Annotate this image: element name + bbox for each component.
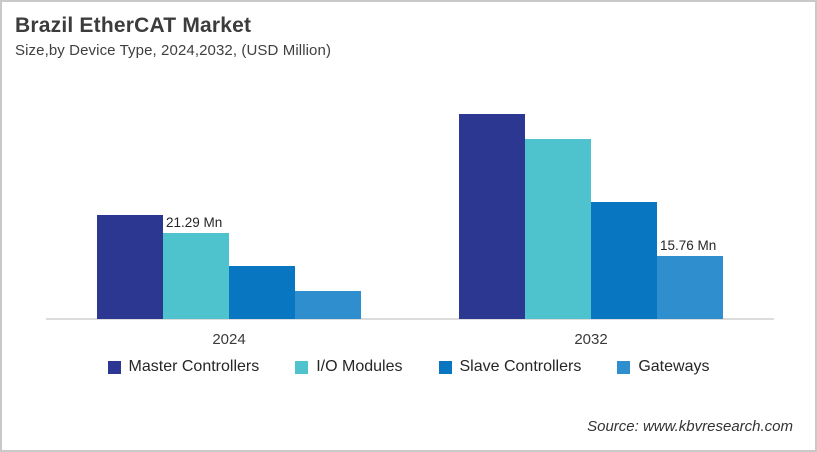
bar-i-o-modules-2032 bbox=[525, 139, 591, 319]
legend-item-gateways: Gateways bbox=[617, 358, 709, 376]
legend-swatch-icon bbox=[438, 360, 452, 374]
chart-title: Brazil EtherCAT Market bbox=[15, 14, 252, 37]
bar-i-o-modules-2024: 21.29 Mn bbox=[163, 215, 229, 319]
x-tick-2032: 2032 bbox=[574, 331, 608, 348]
chart-subtitle: Size,by Device Type, 2024,2032, (USD Mil… bbox=[15, 42, 332, 60]
legend-label: I/O Modules bbox=[316, 358, 403, 375]
bar-group-2024: 21.29 Mn bbox=[97, 99, 361, 319]
x-axis-line bbox=[46, 318, 774, 320]
bar-slave-controllers-2032 bbox=[591, 202, 657, 319]
bar-gateways-2024 bbox=[295, 291, 361, 319]
legend-item-slave-controllers: Slave Controllers bbox=[438, 358, 582, 376]
x-tick-2024: 2024 bbox=[212, 331, 246, 348]
legend-swatch-icon bbox=[617, 360, 631, 374]
legend-item-master-controllers: Master Controllers bbox=[107, 358, 260, 376]
legend-swatch-icon bbox=[295, 360, 309, 374]
legend-label: Master Controllers bbox=[128, 358, 260, 375]
legend-item-i-o-modules: I/O Modules bbox=[295, 358, 403, 376]
chart-header: Brazil EtherCAT Market Size,by Device Ty… bbox=[15, 14, 331, 59]
legend: Master Controllers I/O Modules Slave Contr… bbox=[2, 358, 815, 376]
bar-master-controllers-2032 bbox=[459, 114, 525, 319]
data-label-2032: 15.76 Mn bbox=[660, 238, 717, 253]
bar-gateways-2032: 15.76 Mn bbox=[657, 238, 723, 319]
data-label-2024: 21.29 Mn bbox=[166, 215, 223, 230]
bar-group-2032: 15.76 Mn bbox=[459, 99, 723, 319]
legend-swatch-icon bbox=[107, 360, 121, 374]
legend-label: Gateways bbox=[638, 358, 710, 375]
legend-label: Slave Controllers bbox=[459, 358, 582, 375]
bar-master-controllers-2024 bbox=[97, 215, 163, 319]
bar-slave-controllers-2024 bbox=[229, 266, 295, 319]
source-credit: Source: www.kbvresearch.com bbox=[587, 418, 793, 435]
